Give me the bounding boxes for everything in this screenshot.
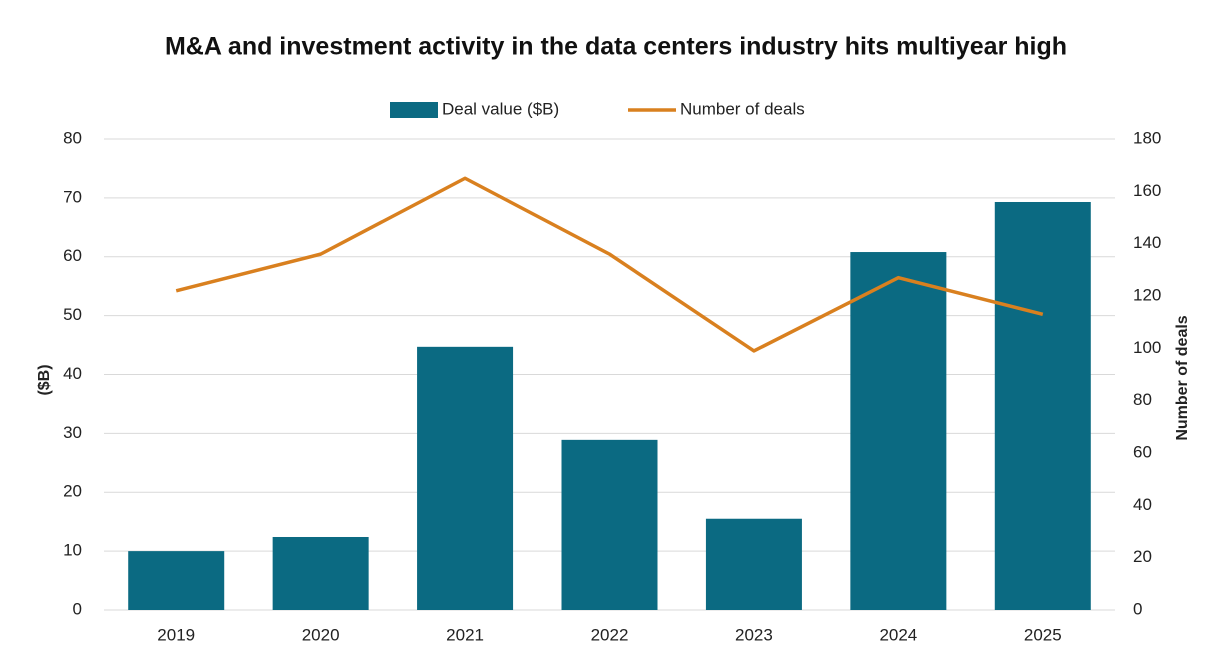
y2-tick-label: 0 [1133, 599, 1142, 618]
bar [994, 201, 1091, 610]
bar [850, 252, 947, 611]
y2-tick-label: 140 [1133, 233, 1161, 252]
y-tick-label: 80 [63, 128, 82, 147]
y-tick-label: 50 [63, 305, 82, 324]
y2-tick-label: 40 [1133, 495, 1152, 514]
legend-swatch [390, 102, 438, 118]
chart-title: M&A and investment activity in the data … [165, 33, 1067, 61]
x-tick-label: 2023 [735, 625, 773, 644]
y-tick-label: 40 [63, 364, 82, 383]
x-tick-label: 2019 [157, 625, 195, 644]
y2-tick-label: 100 [1133, 338, 1161, 357]
bar [417, 346, 514, 610]
x-tick-label: 2024 [879, 625, 917, 644]
y-tick-label: 20 [63, 482, 82, 501]
y-axis-title: ($B) [36, 364, 53, 395]
y-tick-label: 70 [63, 187, 82, 206]
bar [272, 536, 369, 610]
y2-tick-label: 80 [1133, 390, 1152, 409]
y-tick-label: 0 [73, 599, 82, 618]
x-tick-label: 2020 [302, 625, 340, 644]
legend-label: Deal value ($B) [442, 99, 559, 118]
y2-tick-label: 60 [1133, 442, 1152, 461]
x-tick-label: 2025 [1024, 625, 1062, 644]
y2-tick-label: 20 [1133, 547, 1152, 566]
bar [705, 518, 802, 610]
bar [561, 439, 658, 610]
y-tick-label: 10 [63, 541, 82, 560]
x-tick-label: 2022 [591, 625, 629, 644]
legend-label: Number of deals [680, 99, 805, 118]
y2-tick-label: 180 [1133, 128, 1161, 147]
y2-tick-label: 160 [1133, 181, 1161, 200]
bar [128, 551, 225, 610]
y-tick-label: 60 [63, 246, 82, 265]
line [175, 176, 1044, 353]
x-tick-label: 2021 [446, 625, 484, 644]
y-tick-label: 30 [63, 423, 82, 442]
y2-axis-title: Number of deals [1174, 315, 1191, 440]
y2-tick-label: 120 [1133, 285, 1161, 304]
